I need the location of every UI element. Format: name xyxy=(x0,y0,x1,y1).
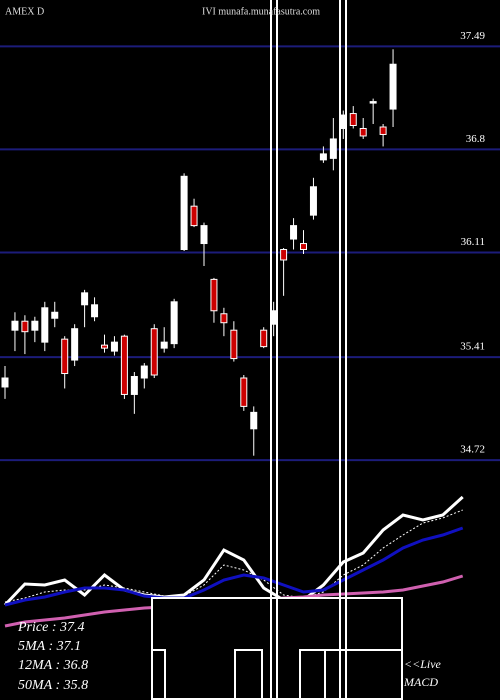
candle-body xyxy=(51,311,59,319)
live-label: <<Live xyxy=(404,657,442,671)
candle-body xyxy=(11,320,19,331)
macd-line xyxy=(152,649,402,700)
indicator-line xyxy=(3,495,464,607)
candle-body xyxy=(180,175,188,251)
y-tick-label: 36.11 xyxy=(461,236,485,248)
candle-body xyxy=(120,335,128,395)
candle-body xyxy=(280,249,288,261)
candle-body xyxy=(41,307,49,343)
candle-body xyxy=(359,127,367,137)
macd-label: MACD xyxy=(403,675,438,689)
info-label: 5MA : 37.1 xyxy=(18,639,81,654)
candle-body xyxy=(270,310,278,325)
y-tick-label: 35.41 xyxy=(460,341,485,353)
candle-body xyxy=(200,225,208,245)
candle-body xyxy=(160,341,168,349)
candle-body xyxy=(300,243,307,251)
info-label: 50MA : 35.8 xyxy=(18,678,88,693)
candle-body xyxy=(250,411,258,430)
candle-body xyxy=(210,278,218,312)
candle-body xyxy=(170,301,178,345)
candle-body xyxy=(190,205,198,227)
candle-body xyxy=(339,114,347,129)
chart-title: AMEX D xyxy=(5,6,44,17)
info-label: Price : 37.4 xyxy=(17,620,84,635)
candle-body xyxy=(230,329,238,360)
y-tick-label: 37.49 xyxy=(460,30,485,42)
candle-body xyxy=(140,365,148,379)
candle-body xyxy=(240,377,248,407)
candle-body xyxy=(31,320,39,331)
candle-body xyxy=(290,225,298,240)
candle-body xyxy=(61,338,69,375)
y-tick-label: 34.72 xyxy=(460,444,485,456)
candle-body xyxy=(329,138,337,159)
candle-body xyxy=(309,186,317,216)
candle-body xyxy=(349,113,357,127)
candle-body xyxy=(101,344,108,349)
grid: 37.49 36.8 36.11 35.41 34.72 xyxy=(0,30,500,462)
candle-body xyxy=(369,101,377,104)
candle-body xyxy=(379,126,387,135)
candle-body xyxy=(110,341,118,352)
candle-body xyxy=(260,329,268,348)
candle-body xyxy=(91,304,99,318)
candle-body xyxy=(220,313,228,324)
chart-source: IVI munafa.munafasutra.com xyxy=(202,6,320,17)
candle-body xyxy=(21,320,29,333)
candle-body xyxy=(389,63,397,110)
candle-body xyxy=(71,328,79,361)
candle-body xyxy=(1,377,9,388)
y-tick-label: 36.8 xyxy=(466,133,486,145)
info-label: 12MA : 36.8 xyxy=(18,658,88,673)
candle-body xyxy=(319,153,327,161)
candle-body xyxy=(150,328,158,376)
candles xyxy=(1,49,397,456)
candle-body xyxy=(130,376,138,395)
candle-body xyxy=(81,292,89,306)
indicator-line xyxy=(4,526,464,607)
